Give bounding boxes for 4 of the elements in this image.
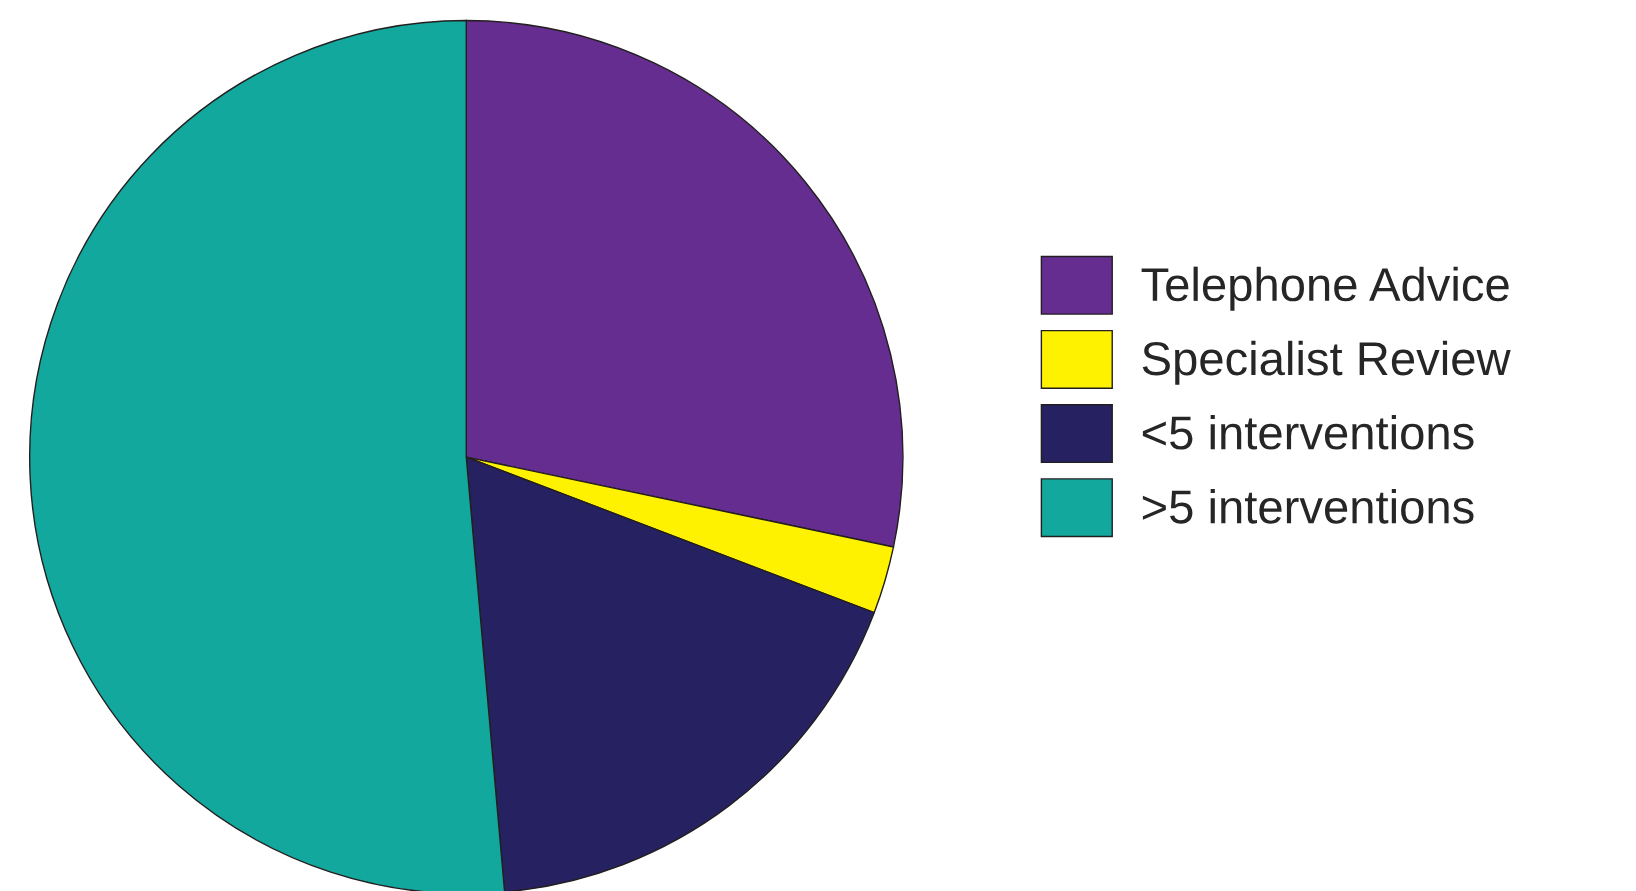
- legend-label: <5 interventions: [1142, 414, 1474, 450]
- legend-label: >5 interventions: [1142, 489, 1474, 524]
- legend-label: Telephone Advice: [1141, 266, 1509, 311]
- legend-label: Specialist Review: [1142, 340, 1511, 385]
